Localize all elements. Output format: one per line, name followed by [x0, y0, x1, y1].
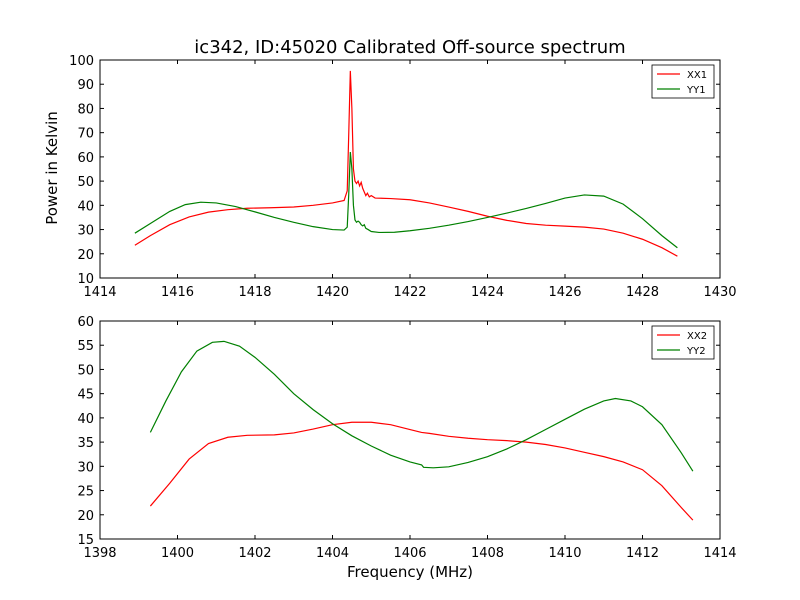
legend-label-xx2: XX2 — [687, 331, 707, 342]
y-tick-label: 90 — [77, 78, 94, 93]
y-tick-label: 15 — [77, 533, 94, 548]
legend-box — [651, 64, 715, 99]
y-tick-label: 40 — [77, 412, 94, 427]
y-tick-label: 45 — [77, 388, 94, 403]
x-tick-label: 1428 — [626, 285, 659, 300]
x-tick-label: 1422 — [393, 285, 426, 300]
y-tick-label: 30 — [77, 460, 94, 475]
x-tick-label: 1402 — [238, 546, 271, 561]
y-tick-label: 35 — [77, 436, 94, 451]
top-plot-panel: 1414 1416 1418 1420 1422 1424 1426 1428 1430 10 20… — [69, 54, 736, 300]
y-tick-label: 20 — [77, 509, 94, 524]
y-tick-label: 20 — [77, 248, 94, 263]
legend-label-yy2: YY2 — [686, 346, 706, 357]
series-line-xx1 — [134, 70, 678, 257]
y-tick-label: 60 — [77, 315, 94, 330]
series-line-yy2 — [149, 340, 694, 472]
y-axis-label-top: Power in Kelvin — [43, 111, 61, 225]
y-tick-label: 50 — [77, 363, 94, 378]
x-tick-label: 1418 — [238, 285, 271, 300]
x-tick-label: 1406 — [393, 546, 426, 561]
x-tick-label: 1414 — [83, 285, 116, 300]
chart-title: ic342, ID:45020 Calibrated Off-source sp… — [194, 37, 625, 58]
x-tick-label: 1404 — [316, 546, 349, 561]
x-tick-label: 1408 — [471, 546, 504, 561]
x-tick-label: 1410 — [548, 546, 581, 561]
x-tick-label: 1420 — [316, 285, 349, 300]
y-tick-label: 30 — [77, 224, 94, 239]
x-tick-label: 1424 — [471, 285, 504, 300]
y-tick-label: 80 — [77, 102, 94, 117]
legend-box — [651, 325, 715, 360]
series-line-xx2 — [149, 421, 694, 521]
x-tick-label: 1412 — [626, 546, 659, 561]
y-tick-label: 70 — [77, 127, 94, 142]
x-axis-label-bottom: Frequency (MHz) — [347, 563, 473, 581]
y-tick-label: 100 — [69, 54, 94, 69]
series-line-yy1 — [134, 151, 678, 249]
x-tick-label: 1400 — [161, 546, 194, 561]
y-tick-label: 50 — [77, 175, 94, 190]
bottom-plot-panel: 1398 1400 1402 1404 1406 1408 1410 1412 1414 15 20… — [77, 315, 736, 561]
x-tick-label: 1398 — [83, 546, 116, 561]
legend-label-yy1: YY1 — [686, 85, 706, 96]
y-tick-label: 40 — [77, 199, 94, 214]
y-tick-label: 25 — [77, 485, 94, 500]
x-tick-label: 1416 — [161, 285, 194, 300]
y-tick-label: 60 — [77, 151, 94, 166]
x-tick-label: 1414 — [703, 546, 736, 561]
legend-label-xx1: XX1 — [687, 70, 707, 81]
y-tick-label: 10 — [77, 272, 94, 287]
x-tick-label: 1426 — [548, 285, 581, 300]
y-tick-label: 55 — [77, 339, 94, 354]
x-tick-label: 1430 — [703, 285, 736, 300]
